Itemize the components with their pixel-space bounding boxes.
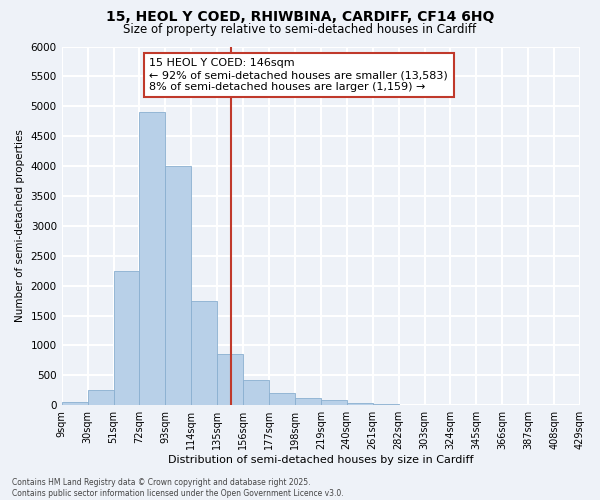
Text: Contains HM Land Registry data © Crown copyright and database right 2025.
Contai: Contains HM Land Registry data © Crown c… xyxy=(12,478,344,498)
Bar xyxy=(243,380,269,405)
Bar xyxy=(217,354,243,405)
Bar xyxy=(88,390,113,405)
Bar xyxy=(373,404,398,405)
Bar xyxy=(347,403,373,405)
Text: 15, HEOL Y COED, RHIWBINA, CARDIFF, CF14 6HQ: 15, HEOL Y COED, RHIWBINA, CARDIFF, CF14… xyxy=(106,10,494,24)
Bar xyxy=(139,112,166,405)
X-axis label: Distribution of semi-detached houses by size in Cardiff: Distribution of semi-detached houses by … xyxy=(168,455,473,465)
Bar xyxy=(398,404,424,405)
Text: Size of property relative to semi-detached houses in Cardiff: Size of property relative to semi-detach… xyxy=(124,22,476,36)
Bar xyxy=(321,400,347,405)
Bar xyxy=(62,402,88,405)
Bar xyxy=(166,166,191,405)
Bar xyxy=(269,394,295,405)
Bar xyxy=(295,398,321,405)
Text: 15 HEOL Y COED: 146sqm
← 92% of semi-detached houses are smaller (13,583)
8% of : 15 HEOL Y COED: 146sqm ← 92% of semi-det… xyxy=(149,58,448,92)
Y-axis label: Number of semi-detached properties: Number of semi-detached properties xyxy=(15,130,25,322)
Bar xyxy=(113,270,139,405)
Bar xyxy=(191,300,217,405)
